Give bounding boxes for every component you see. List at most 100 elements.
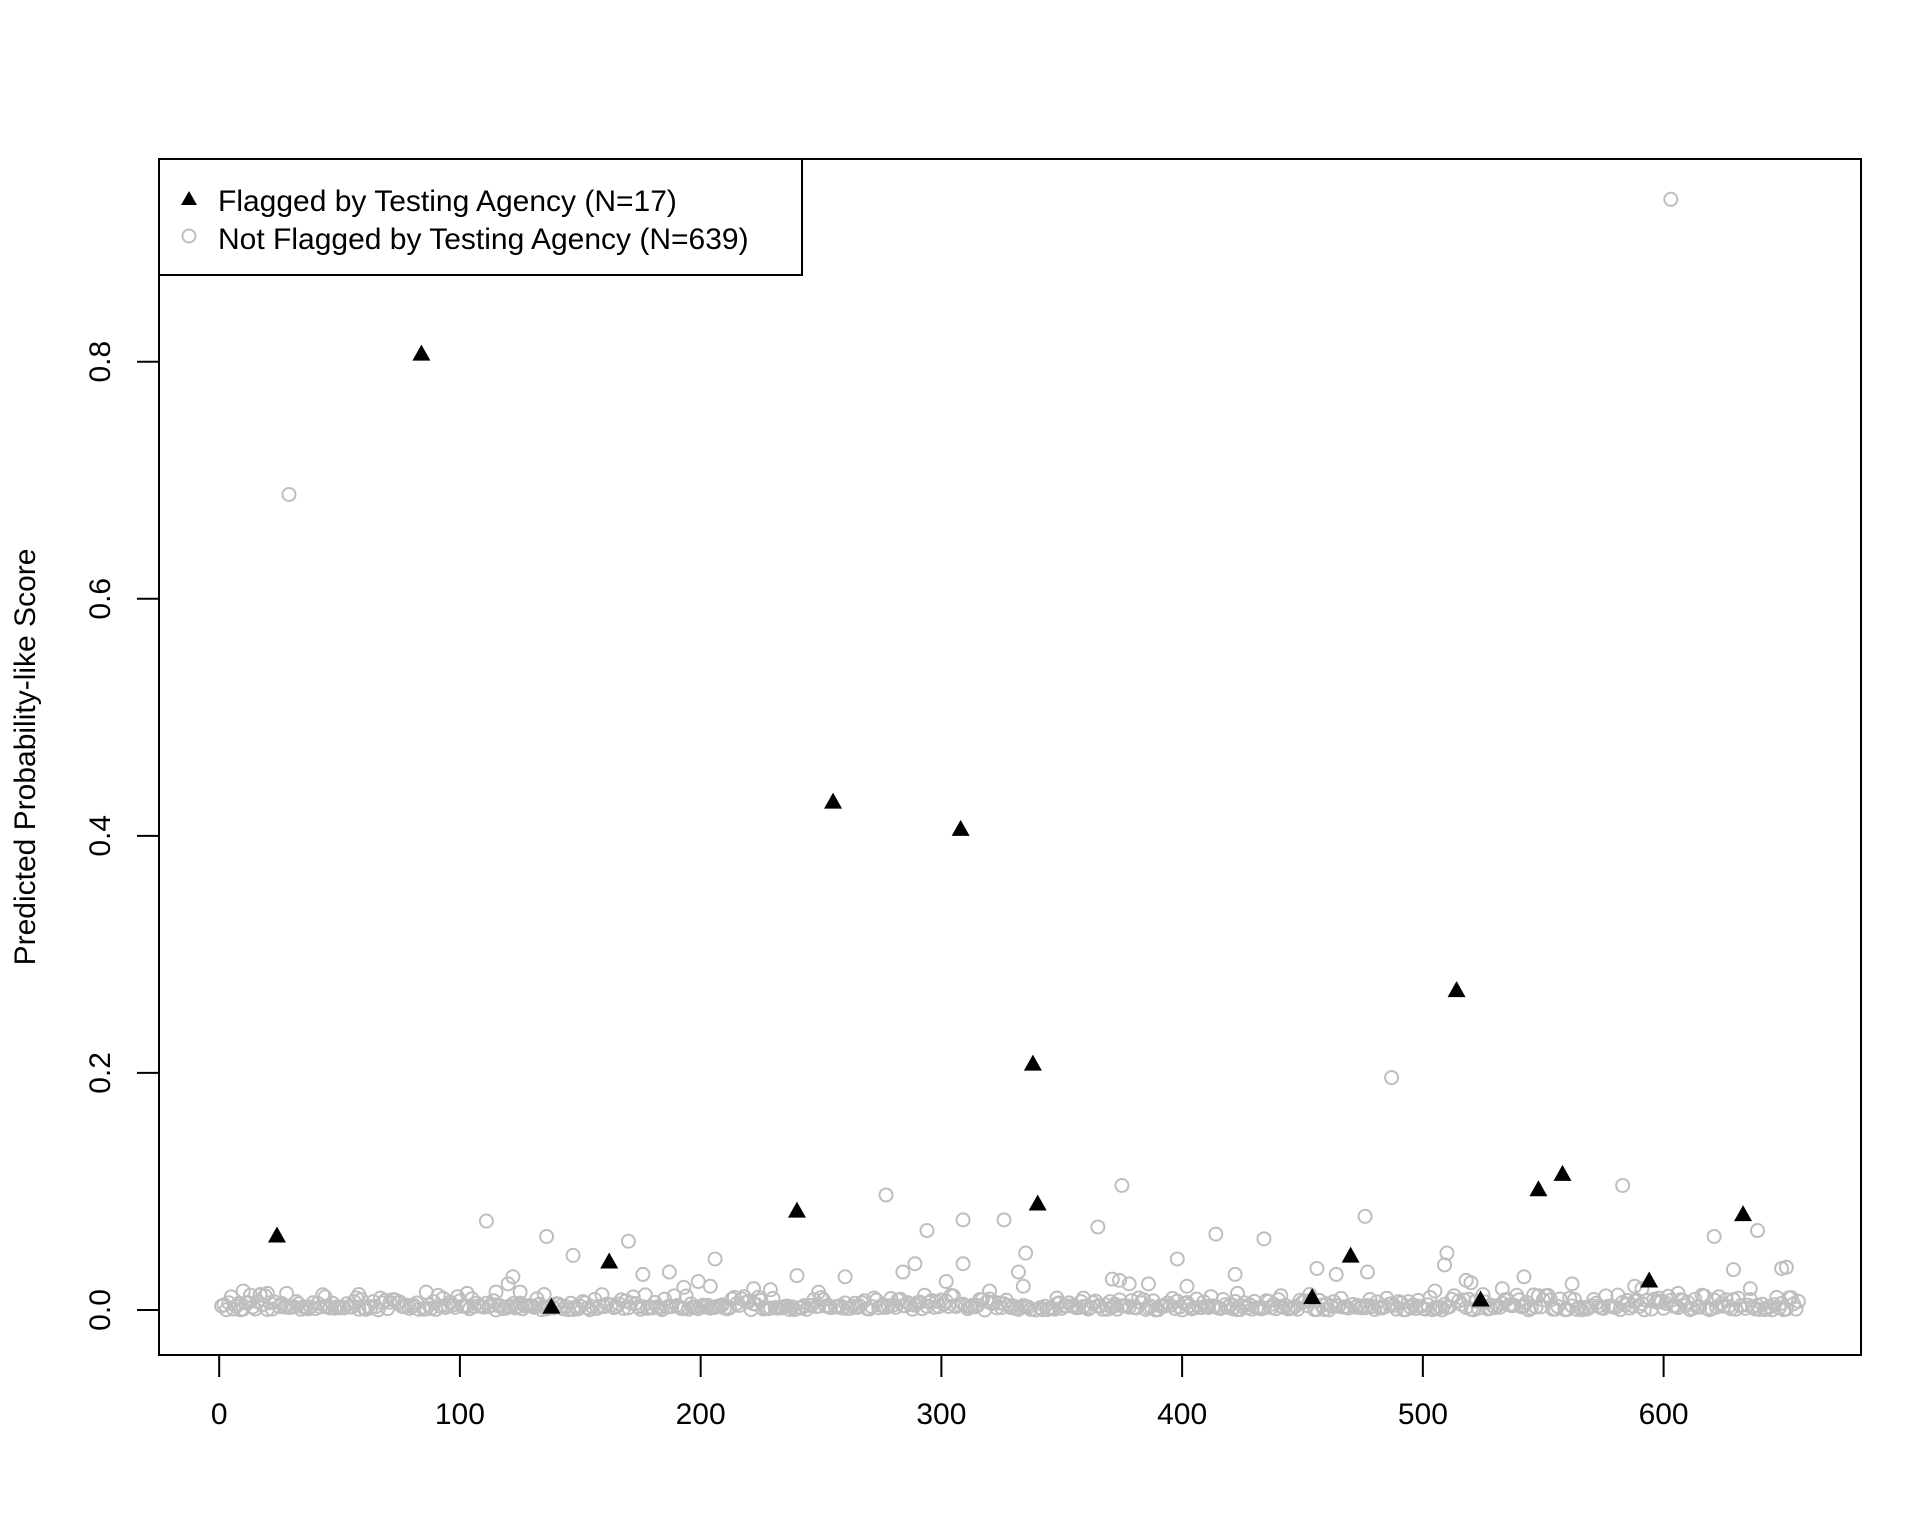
not-flagged-point bbox=[1114, 1177, 1130, 1193]
not-flagged-point bbox=[1010, 1264, 1026, 1280]
not-flagged-point bbox=[1530, 1288, 1546, 1304]
not-flagged-point bbox=[589, 1300, 605, 1316]
not-flagged-point bbox=[512, 1284, 528, 1300]
not-flagged-point bbox=[1227, 1266, 1243, 1282]
flagged-point bbox=[951, 819, 970, 836]
not-flagged-point bbox=[1384, 1070, 1400, 1086]
not-flagged-point bbox=[907, 1256, 923, 1272]
not-flagged-point bbox=[1439, 1245, 1455, 1261]
not-flagged-point bbox=[1090, 1219, 1106, 1235]
not-flagged-point bbox=[565, 1302, 581, 1318]
not-flagged-point bbox=[235, 1283, 251, 1299]
not-flagged-point bbox=[478, 1213, 494, 1229]
not-flagged-point bbox=[1189, 1291, 1205, 1307]
not-flagged-point bbox=[1749, 1223, 1765, 1239]
not-flagged-point bbox=[1321, 1302, 1337, 1318]
flagged-point bbox=[600, 1252, 619, 1269]
not-flagged-point bbox=[279, 1285, 295, 1301]
not-flagged-point bbox=[1309, 1260, 1325, 1276]
not-flagged-point bbox=[1567, 1292, 1583, 1308]
not-flagged-point bbox=[996, 1212, 1012, 1228]
not-flagged-point bbox=[1778, 1259, 1794, 1275]
not-flagged-point bbox=[1357, 1208, 1373, 1224]
not-flagged-point bbox=[1112, 1272, 1128, 1288]
flagged-point bbox=[1471, 1290, 1490, 1307]
not-flagged-point bbox=[1225, 1301, 1241, 1317]
not-flagged-point bbox=[1427, 1283, 1443, 1299]
not-flagged-point bbox=[746, 1281, 762, 1297]
flagged-point bbox=[1028, 1194, 1047, 1211]
not-flagged-point bbox=[1256, 1231, 1272, 1247]
flagged-point bbox=[412, 344, 431, 361]
not-flagged-point bbox=[1723, 1301, 1739, 1317]
not-flagged-point bbox=[1550, 1298, 1566, 1314]
not-flagged-point bbox=[837, 1269, 853, 1285]
not-flagged-point bbox=[1049, 1290, 1065, 1306]
not-flagged-point bbox=[1273, 1288, 1289, 1304]
not-flagged-point bbox=[1350, 1298, 1366, 1314]
flagged-point bbox=[1447, 981, 1466, 998]
flagged-point bbox=[1734, 1205, 1753, 1222]
x-tick-label: 300 bbox=[916, 1398, 966, 1431]
not-flagged-point bbox=[707, 1251, 723, 1267]
not-flagged-point bbox=[1742, 1281, 1758, 1297]
y-tick-label: 0.2 bbox=[84, 1052, 117, 1094]
not-flagged-point bbox=[1018, 1245, 1034, 1261]
not-flagged-point bbox=[1463, 1275, 1479, 1291]
y-tick-label: 0.0 bbox=[84, 1289, 117, 1331]
not-flagged-point bbox=[281, 486, 297, 502]
not-flagged-point bbox=[1140, 1276, 1156, 1292]
not-flagged-point bbox=[1670, 1285, 1686, 1301]
not-flagged-point bbox=[565, 1247, 581, 1263]
not-flagged-point bbox=[418, 1284, 434, 1300]
flagged-point bbox=[787, 1201, 806, 1218]
flagged-point bbox=[1023, 1054, 1042, 1071]
not-flagged-point bbox=[883, 1291, 899, 1307]
x-tick-label: 500 bbox=[1398, 1398, 1448, 1431]
not-flagged-point bbox=[676, 1279, 692, 1295]
x-tick-label: 400 bbox=[1157, 1398, 1207, 1431]
flagged-point bbox=[1640, 1271, 1659, 1288]
x-tick-label: 200 bbox=[676, 1398, 726, 1431]
not-flagged-point bbox=[1634, 1281, 1650, 1297]
not-flagged-point bbox=[1328, 1266, 1344, 1282]
not-flagged-point bbox=[811, 1284, 827, 1300]
not-flagged-point bbox=[1208, 1226, 1224, 1242]
y-tick-label: 0.4 bbox=[84, 815, 117, 857]
not-flagged-point bbox=[1788, 1301, 1804, 1317]
y-tick-label: 0.8 bbox=[84, 341, 117, 383]
not-flagged-point bbox=[982, 1283, 998, 1299]
not-flagged-point bbox=[1437, 1257, 1453, 1273]
not-flagged-point bbox=[1687, 1291, 1703, 1307]
not-flagged-point bbox=[1446, 1288, 1462, 1304]
not-flagged-point bbox=[317, 1289, 333, 1305]
not-flagged-point bbox=[1487, 1300, 1503, 1316]
not-flagged-point bbox=[762, 1282, 778, 1298]
not-flagged-point bbox=[500, 1276, 516, 1292]
flagged-point bbox=[1529, 1180, 1548, 1197]
not-flagged-point bbox=[360, 1298, 376, 1314]
not-flagged-point bbox=[842, 1300, 858, 1316]
not-flagged-point bbox=[539, 1228, 555, 1244]
not-flagged-point bbox=[437, 1299, 453, 1315]
not-flagged-point bbox=[955, 1256, 971, 1272]
not-flagged-point bbox=[938, 1274, 954, 1290]
plot-frame bbox=[158, 158, 1862, 1356]
x-tick-label: 600 bbox=[1639, 1398, 1689, 1431]
not-flagged-point bbox=[1706, 1228, 1722, 1244]
not-flagged-point bbox=[1636, 1302, 1652, 1318]
not-flagged-point bbox=[218, 1302, 234, 1318]
not-flagged-point bbox=[1564, 1276, 1580, 1292]
not-flagged-point bbox=[1169, 1251, 1185, 1267]
legend-circle-marker bbox=[181, 228, 197, 244]
not-flagged-point bbox=[252, 1287, 268, 1303]
flagged-point bbox=[1553, 1164, 1572, 1181]
not-flagged-point bbox=[1075, 1290, 1091, 1306]
legend-label-flagged: Flagged by Testing Agency (N=17) bbox=[218, 185, 677, 218]
not-flagged-point bbox=[1615, 1177, 1631, 1193]
not-flagged-point bbox=[1179, 1278, 1195, 1294]
flagged-point bbox=[824, 792, 843, 809]
x-tick-label: 100 bbox=[435, 1398, 485, 1431]
not-flagged-point bbox=[259, 1285, 275, 1301]
